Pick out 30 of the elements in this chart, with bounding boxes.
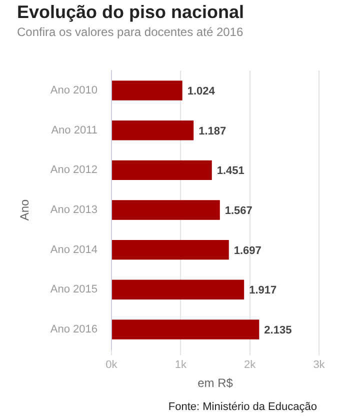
data-label: 1.451 [216,165,244,178]
bar [112,120,194,140]
y-tick-label: Ano 2014 [50,244,98,256]
bar [112,320,260,340]
bar [112,240,229,260]
y-tick-label: Ano 2015 [50,284,98,296]
data-label: 1.187 [198,125,226,138]
chart-subtitle: Confira os valores para docentes até 2016 [17,25,244,39]
bar [112,280,244,300]
chart-title: Evolução do piso nacional [17,2,244,23]
x-tick-label: 2k [244,359,256,372]
y-tick-label: Ano 2013 [50,204,98,216]
data-label: 1.024 [187,86,216,98]
data-label: 1.697 [234,244,262,257]
x-tick-label: 0k [106,359,118,372]
bar [112,160,212,180]
x-tick-label: 1k [174,359,187,372]
x-tick-label: 3k [313,359,326,372]
data-label: 1.567 [224,205,252,218]
y-axis-title: Ano [18,199,32,221]
data-label: 2.135 [264,324,292,337]
y-tick-label: Ano 2011 [51,124,98,136]
bar [112,200,220,220]
x-axis-title: em R$ [198,376,234,390]
source-note: Fonte: Ministério da Educação [168,401,317,413]
bar [112,80,182,100]
y-tick-label: Ano 2016 [50,324,98,336]
data-label: 1.917 [249,284,277,297]
y-tick-label: Ano 2012 [50,164,98,176]
y-tick-label: Ano 2010 [50,84,98,97]
